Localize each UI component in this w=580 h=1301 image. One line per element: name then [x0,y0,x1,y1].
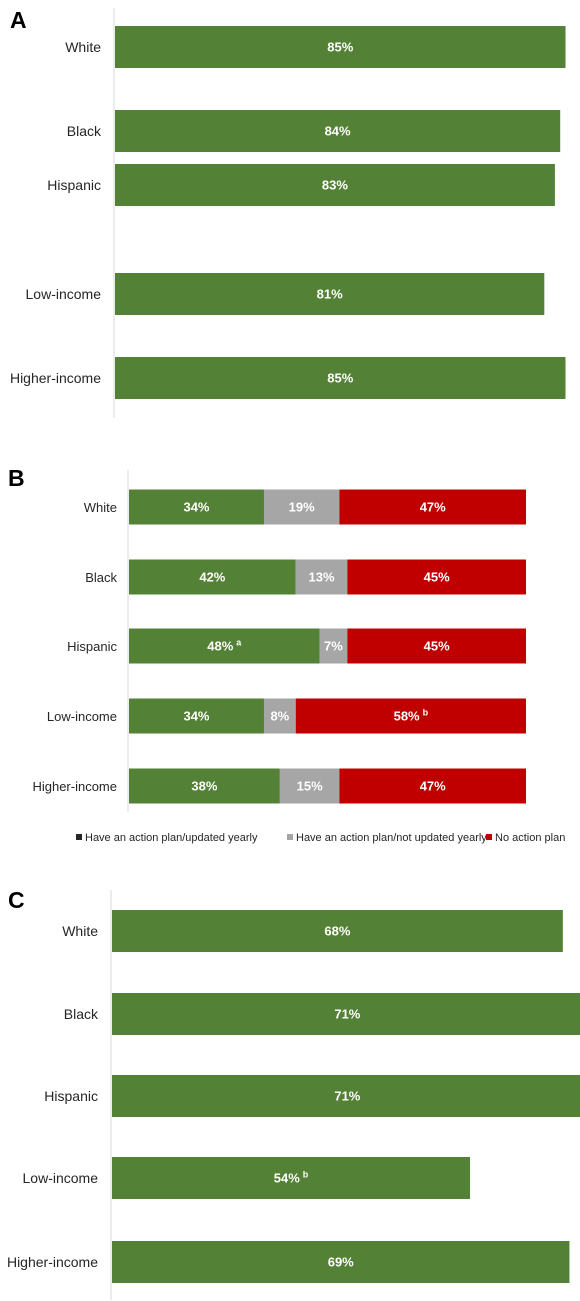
data-label: 42% [199,570,225,585]
bar-segment [279,768,340,804]
data-label: 47% [420,500,446,515]
bar-segment [129,559,296,595]
bar [115,164,555,206]
category-label: Low-income [23,1170,99,1186]
data-label: 47% [420,779,446,794]
category-label: Black [85,570,117,585]
bar [112,910,563,952]
data-label: 83% [322,178,348,193]
category-label: Higher-income [7,1254,98,1270]
data-label: 85% [327,40,353,55]
data-label: 45% [424,639,450,654]
data-label: 45% [424,570,450,585]
category-label: White [62,923,98,939]
bar [112,1157,471,1199]
category-label: Higher-income [32,779,117,794]
bar-segment [129,489,264,525]
category-label: White [65,39,101,55]
data-label: 84% [325,124,351,139]
bar-segment [129,768,280,804]
bar-segment [295,698,526,734]
data-label: 71% [334,1089,360,1104]
panel-b: B White 34% 19% 47% Black 42% 13% 45% Hispanic 48%… [8,465,565,844]
data-label: 38% [191,779,217,794]
data-label: 68% [324,924,350,939]
category-label: Black [67,123,102,139]
category-label: Hispanic [67,639,117,654]
bar-segment [339,489,526,525]
data-label: 58% b [394,708,429,724]
category-label: Low-income [26,286,102,302]
bar [112,1241,570,1283]
data-label: 48% a [207,638,242,654]
data-label: 69% [328,1255,354,1270]
category-label: Hispanic [47,177,101,193]
legend-swatch [486,834,492,840]
data-label: 34% [183,709,209,724]
panel-c: C White 68% Black 71% Hispanic 71% Low-income 54… [7,887,580,1300]
category-label: White [84,500,117,515]
bar-segment [319,628,348,664]
panel-letter: A [10,7,27,33]
panel-a: A White 85% Black 84% Hispanic 83% Low-income 81… [10,7,566,418]
data-label: 15% [297,779,323,794]
bar [112,1075,580,1117]
category-label: Higher-income [10,370,101,386]
data-label: 19% [289,500,315,515]
category-label: Black [64,1006,99,1022]
data-label: 8% [270,709,289,724]
legend-label: No action plan [495,832,565,844]
category-label: Low-income [47,709,117,724]
bar-segment [347,628,526,664]
legend-swatch [287,834,293,840]
panel-letter: B [8,465,25,491]
data-label: 7% [324,639,343,654]
bar [115,26,566,68]
data-label: 54% b [274,1170,309,1186]
bar [115,273,545,315]
bar-segment [129,628,320,664]
bar-segment [295,559,348,595]
data-label: 13% [309,570,335,585]
panel-letter: C [8,887,25,913]
bar-segment [263,489,340,525]
bar [112,993,580,1035]
data-label: 34% [183,500,209,515]
data-label: 81% [317,287,343,302]
bar-segment [347,559,526,595]
legend-label: Have an action plan/not updated yearly [296,832,487,844]
data-label: 71% [334,1007,360,1022]
bar-segment [129,698,264,734]
bar-segment [339,768,526,804]
bar-segment [263,698,296,734]
legend-swatch [76,834,82,840]
category-label: Hispanic [44,1088,98,1104]
legend: Have an action plan/updated yearly Have a… [76,832,565,844]
data-label: 85% [327,371,353,386]
legend-label: Have an action plan/updated yearly [85,832,258,844]
bar [115,357,566,399]
bar [115,110,561,152]
